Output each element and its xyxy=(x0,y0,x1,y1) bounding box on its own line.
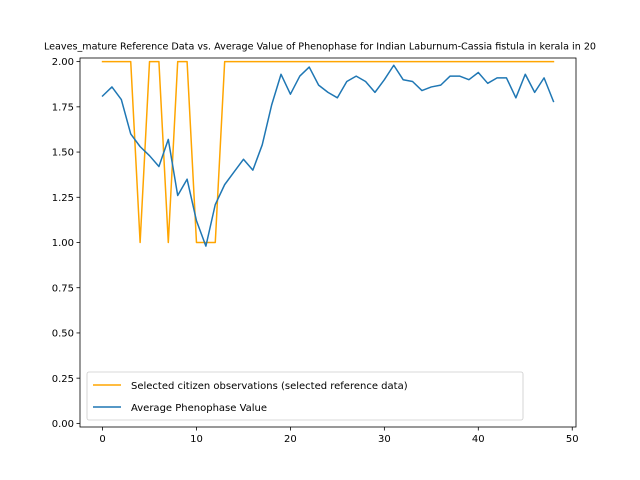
legend-box xyxy=(86,371,524,421)
legend: Selected citizen observations (selected … xyxy=(86,371,524,421)
y-tick-label: 1.50 xyxy=(52,148,74,159)
y-tick-label: 2.00 xyxy=(52,57,74,68)
legend-label-2: Average Phenophase Value xyxy=(131,403,267,414)
y-axis: 0.00 0.25 0.50 0.75 1.00 1.25 1.50 1.75 2.00 xyxy=(52,57,80,430)
y-tick-label: 0.00 xyxy=(52,419,74,430)
y-tick-label: 0.75 xyxy=(52,283,74,294)
x-tick-label: 40 xyxy=(472,434,485,445)
legend-label-1: Selected citizen observations (selected … xyxy=(131,381,408,392)
x-tick-label: 10 xyxy=(190,434,203,445)
x-tick-label: 0 xyxy=(99,434,105,445)
x-tick-label: 50 xyxy=(566,434,579,445)
chart-title: Leaves_mature Reference Data vs. Average… xyxy=(44,42,596,53)
y-tick-label: 1.25 xyxy=(52,193,74,204)
y-tick-label: 0.50 xyxy=(52,329,74,340)
series-line-2 xyxy=(101,64,555,247)
series-layer xyxy=(101,60,555,247)
x-tick-label: 20 xyxy=(284,434,297,445)
x-tick-label: 30 xyxy=(378,434,391,445)
y-tick-label: 1.75 xyxy=(52,102,74,113)
x-axis: 0 10 20 30 40 50 xyxy=(99,427,579,445)
y-tick-label: 0.25 xyxy=(52,374,74,385)
y-tick-label: 1.00 xyxy=(52,238,74,249)
series-line-1 xyxy=(101,60,555,244)
